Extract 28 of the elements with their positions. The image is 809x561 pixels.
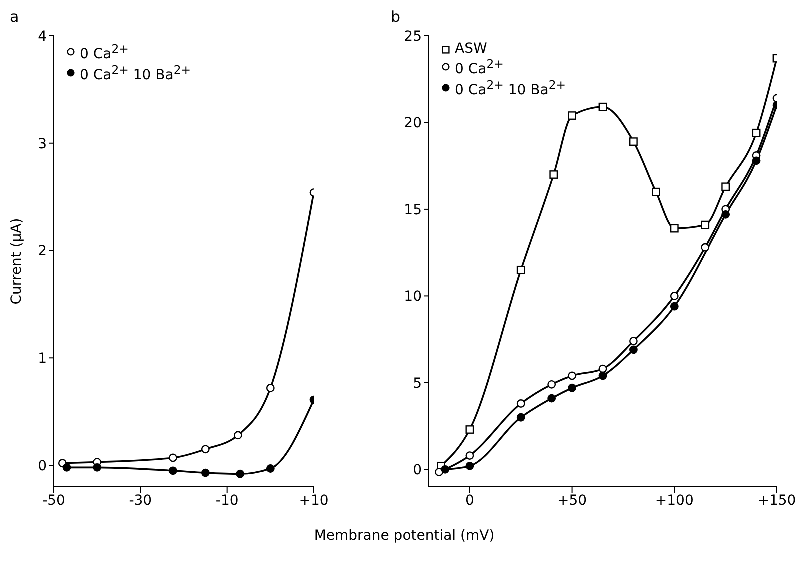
x-tick-label: 0 (465, 492, 474, 509)
x-tick-label: +10 (299, 492, 329, 509)
y-tick-label: 4 (38, 28, 48, 45)
x-axis-title: Membrane potential (mV) (313, 528, 496, 544)
legend-label: 0 Ca$^{2+}$ 10 Ba$^{2+}$ (455, 78, 566, 98)
legend-label: ASW (455, 41, 488, 57)
y-tick-label: 5 (413, 376, 422, 392)
legend-label: 0 Ca$^{2+}$ (455, 57, 504, 78)
x-tick-label: -30 (129, 492, 152, 509)
x-tick-label: +150 (758, 492, 796, 509)
x-tick-label: +100 (655, 492, 694, 509)
y-axis-title: Current (μA) (8, 218, 25, 305)
chart-title: b (391, 8, 401, 26)
x-tick-label: -50 (42, 492, 66, 509)
y-tick-label: 10 (404, 289, 422, 306)
x-tick-label: +50 (558, 492, 588, 509)
y-tick-label: 25 (404, 28, 422, 45)
y-tick-label: 0 (413, 462, 422, 479)
legend-label: 0 Ca$^{2+}$ 10 Ba$^{2+}$ (80, 62, 191, 84)
y-tick-label: 2 (38, 244, 47, 260)
y-tick-label: 3 (38, 136, 47, 152)
x-tick-label: -10 (216, 492, 239, 509)
legend-label: 0 Ca$^{2+}$ (80, 42, 129, 63)
y-tick-label: 20 (404, 116, 422, 132)
y-tick-label: 1 (38, 351, 47, 368)
chart-title: a (10, 8, 20, 26)
y-tick-label: 15 (404, 202, 422, 218)
y-tick-label: 0 (38, 458, 47, 474)
